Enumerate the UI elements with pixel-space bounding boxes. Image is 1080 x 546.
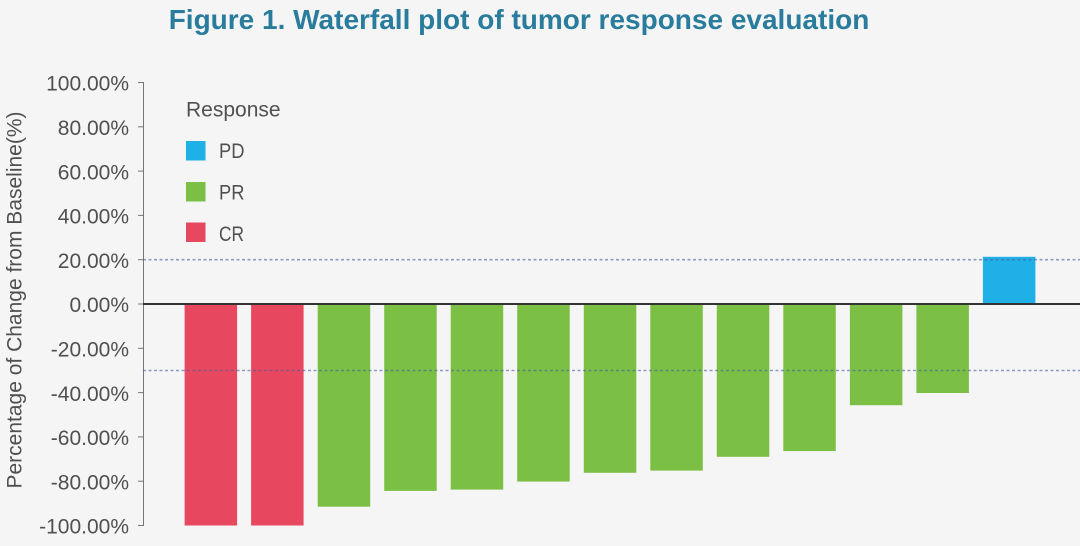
- svg-text:-80.00%: -80.00%: [51, 471, 129, 494]
- svg-text:Figure 1. Waterfall plot of tu: Figure 1. Waterfall plot of tumor respon…: [169, 4, 870, 35]
- svg-text:-100.00%: -100.00%: [39, 516, 129, 539]
- svg-text:-60.00%: -60.00%: [51, 427, 129, 450]
- svg-text:CR: CR: [219, 223, 244, 246]
- svg-text:Percentage of Change from Base: Percentage of Change from Baseline(%): [3, 111, 26, 488]
- svg-text:-40.00%: -40.00%: [51, 383, 129, 406]
- svg-text:Response: Response: [186, 99, 281, 122]
- svg-text:100.00%: 100.00%: [46, 73, 129, 96]
- svg-text:80.00%: 80.00%: [58, 117, 129, 140]
- svg-text:40.00%: 40.00%: [58, 206, 129, 229]
- svg-text:-20.00%: -20.00%: [51, 339, 129, 362]
- svg-text:PD: PD: [219, 140, 245, 163]
- svg-text:20.00%: 20.00%: [58, 250, 129, 273]
- svg-text:60.00%: 60.00%: [58, 161, 129, 184]
- svg-text:PR: PR: [219, 182, 245, 205]
- svg-text:0.00%: 0.00%: [69, 294, 129, 317]
